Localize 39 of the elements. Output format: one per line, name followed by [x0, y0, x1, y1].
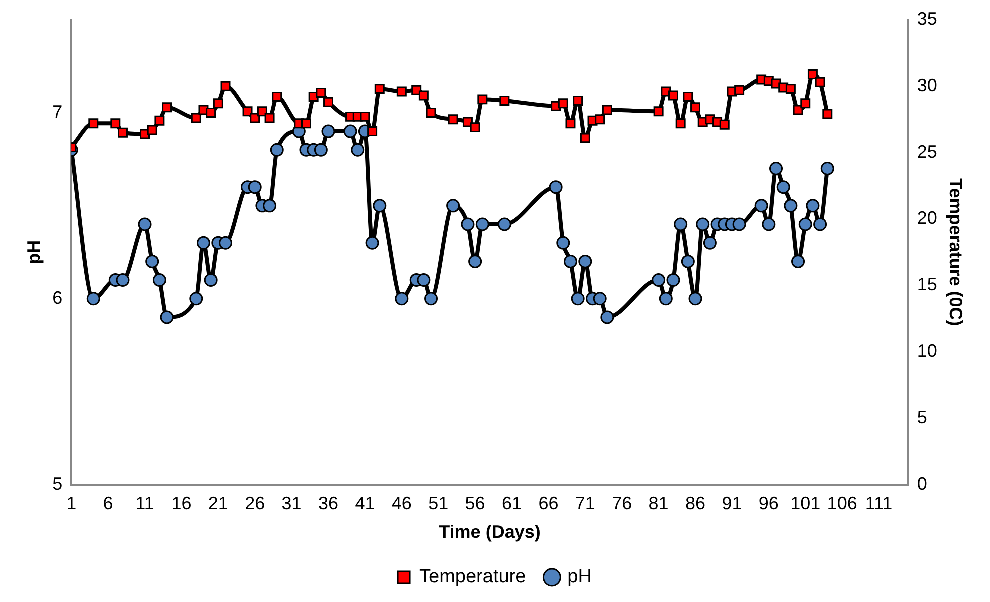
- y2-tick-label: 35: [917, 8, 938, 29]
- x-tick-label: 111: [865, 494, 893, 514]
- x-tick-label: 21: [208, 494, 228, 514]
- x-axis-title: Time (Days): [439, 522, 541, 542]
- x-tick-label: 96: [758, 494, 779, 514]
- x-tick-label: 106: [827, 494, 858, 514]
- x-tick-label: 1: [66, 494, 77, 514]
- x-tick-label: 46: [392, 494, 412, 514]
- y-tick-label: 7: [52, 102, 63, 122]
- y2-tick-label: 5: [917, 407, 928, 428]
- x-tick-label: 31: [282, 494, 302, 514]
- x-tick-label: 26: [245, 494, 266, 514]
- x-tick-label: 86: [686, 494, 706, 514]
- y2-tick-label: 20: [917, 208, 938, 228]
- y-tick-label: 6: [52, 288, 63, 308]
- x-tick-label: 81: [648, 494, 669, 514]
- y2-tick-label: 10: [917, 340, 938, 361]
- legend-label: pH: [568, 566, 592, 588]
- x-tick-label: 41: [355, 494, 376, 514]
- y2-axis-title: Temperature (0C): [946, 178, 966, 326]
- x-tick-label: 6: [103, 494, 114, 514]
- x-tick-label: 51: [428, 494, 449, 514]
- y-axis-title: pH: [24, 240, 44, 264]
- x-tick-label: 61: [502, 494, 522, 514]
- x-tick-label: 71: [575, 494, 596, 514]
- x-tick-label: 36: [318, 494, 339, 514]
- y2-tick-label: 0: [917, 474, 928, 494]
- x-tick-label: 91: [722, 494, 742, 514]
- y2-tick-label: 25: [917, 142, 938, 162]
- x-tick-label: 101: [790, 494, 821, 514]
- x-tick-label: 76: [612, 494, 632, 514]
- y-tick-label: 5: [52, 474, 63, 494]
- legend-label: Temperature: [420, 566, 526, 588]
- x-tick-label: 66: [538, 494, 559, 514]
- x-tick-label: 16: [172, 494, 192, 514]
- y2-tick-label: 15: [917, 274, 938, 295]
- x-tick-label: 56: [465, 494, 486, 514]
- y2-tick-label: 30: [917, 75, 938, 96]
- x-tick-label: 11: [136, 494, 154, 514]
